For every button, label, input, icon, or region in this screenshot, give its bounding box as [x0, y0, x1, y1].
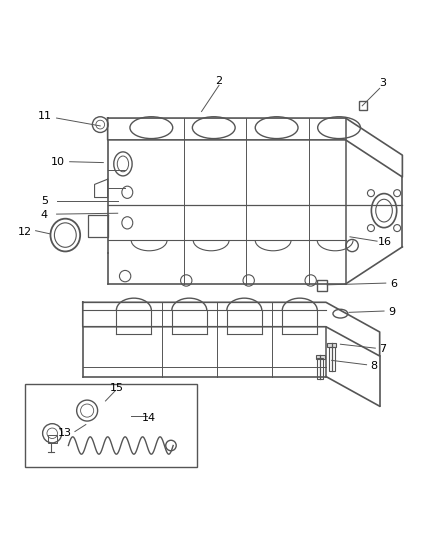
Text: 9: 9	[388, 308, 395, 317]
Text: 14: 14	[142, 414, 156, 423]
Bar	[316, 354, 325, 359]
Text: 8: 8	[371, 361, 378, 371]
Circle shape	[367, 224, 374, 231]
Text: 11: 11	[37, 111, 51, 121]
Bar	[25, 384, 197, 467]
Bar	[327, 343, 336, 348]
Circle shape	[394, 224, 401, 231]
Circle shape	[394, 190, 401, 197]
Text: 5: 5	[41, 196, 48, 206]
Text: 13: 13	[58, 429, 72, 438]
Text: 7: 7	[379, 344, 386, 354]
Bar	[359, 101, 367, 110]
Circle shape	[367, 190, 374, 197]
Bar	[328, 348, 335, 372]
Text: 6: 6	[390, 279, 397, 289]
Bar	[317, 280, 327, 290]
Text: 2: 2	[215, 76, 223, 86]
Bar	[317, 358, 323, 379]
Text: 12: 12	[18, 227, 32, 237]
Text: 15: 15	[110, 383, 124, 393]
Bar	[48, 435, 57, 443]
Text: 10: 10	[50, 157, 64, 167]
Text: 4: 4	[41, 210, 48, 220]
Text: 16: 16	[378, 238, 392, 247]
Text: 3: 3	[379, 78, 386, 88]
